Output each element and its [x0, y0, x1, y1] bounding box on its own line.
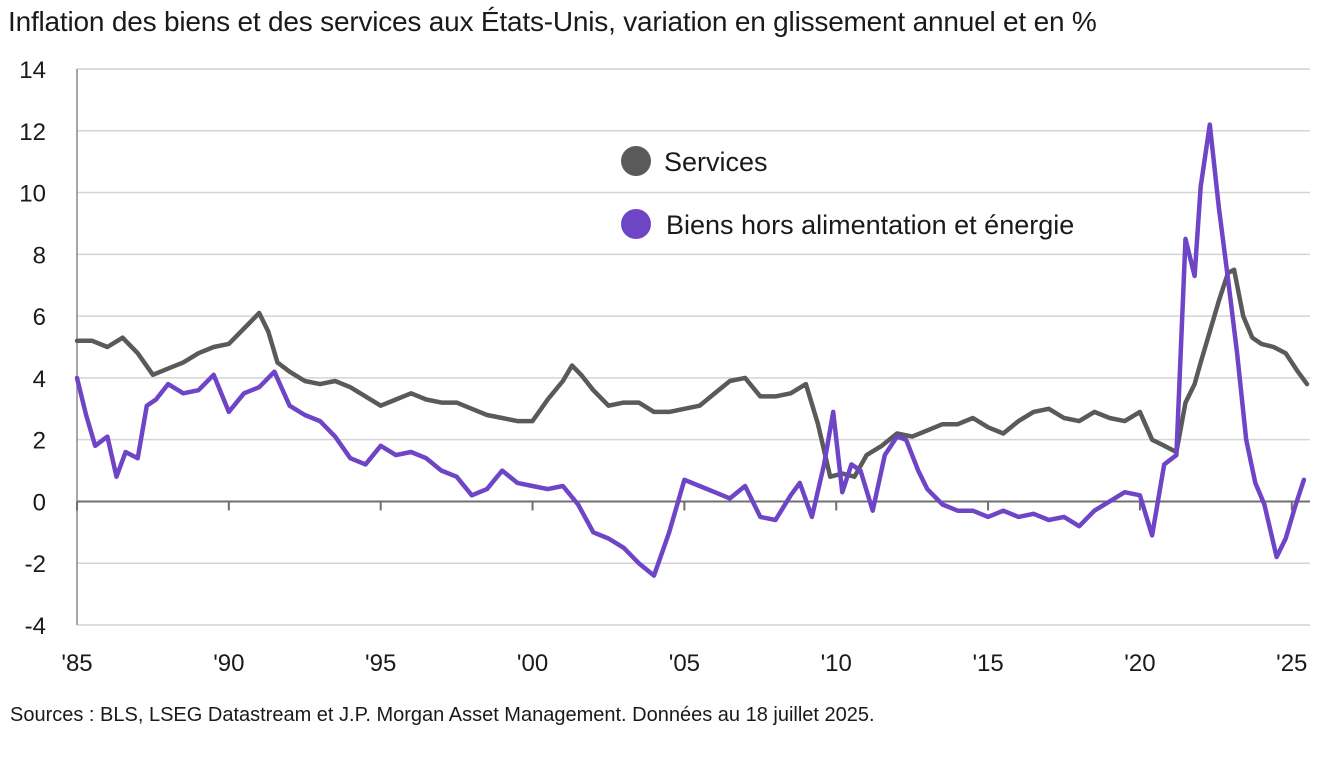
gridlines — [77, 68, 1310, 626]
series-lines — [74, 122, 1310, 578]
y-tick-label: 14 — [19, 57, 46, 84]
x-tick-label: '00 — [517, 650, 548, 677]
y-tick-label: 6 — [33, 304, 46, 331]
series-line-goods — [74, 122, 1307, 578]
series-line-services — [74, 267, 1310, 479]
chart-title: Inflation des biens et des services aux … — [8, 6, 1097, 37]
source-note: Sources : BLS, LSEG Datastream et J.P. M… — [10, 704, 875, 726]
legend-label-services: Services — [664, 147, 768, 177]
y-tick-label: -4 — [25, 613, 46, 640]
x-tick-label: '10 — [821, 650, 852, 677]
y-tick-label: -2 — [25, 551, 46, 578]
x-tick-label: '90 — [213, 650, 244, 677]
y-tick-label: 0 — [33, 489, 46, 516]
y-tick-label: 10 — [19, 181, 46, 208]
x-axis-tick-labels: '85 '90 '95 '00 '05 '10 '15 '20 '25 — [61, 650, 1307, 677]
line-chart: -4 -2 0 2 4 6 8 10 12 14 '85 '90 '95 '00 '05 '10 '15 '20… — [19, 57, 1310, 677]
x-tick-label: '85 — [61, 650, 92, 677]
legend-marker-services — [621, 146, 651, 176]
legend-label-goods: Biens hors alimentation et énergie — [666, 210, 1074, 240]
legend-marker-goods — [621, 209, 651, 239]
y-tick-label: 2 — [33, 428, 46, 455]
x-tick-label: '15 — [972, 650, 1003, 677]
y-axis-tick-labels: -4 -2 0 2 4 6 8 10 12 14 — [19, 57, 46, 640]
y-tick-label: 8 — [33, 242, 46, 269]
x-tick-label: '05 — [669, 650, 700, 677]
x-tick-label: '25 — [1276, 650, 1307, 677]
x-tick-label: '20 — [1124, 650, 1155, 677]
legend: Services Biens hors alimentation et éner… — [621, 146, 1074, 240]
y-tick-label: 4 — [33, 366, 46, 393]
y-tick-label: 12 — [19, 119, 46, 146]
x-tick-label: '95 — [365, 650, 396, 677]
axes — [76, 69, 1310, 625]
